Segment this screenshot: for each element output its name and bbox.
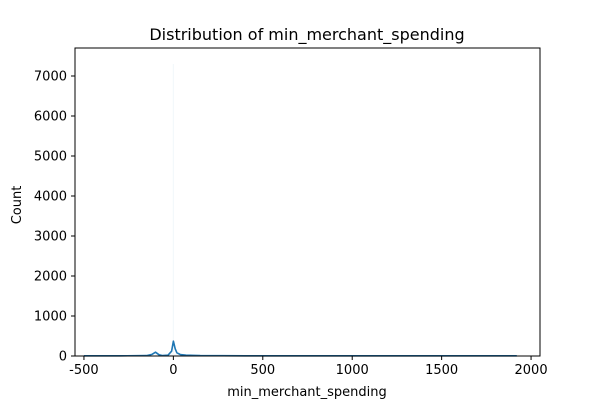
x-axis: -500 0 500 1000 1500 2000 [69, 356, 548, 378]
x-tick-label: 1500 [425, 363, 458, 378]
x-tick-label: 0 [169, 363, 177, 378]
axes-frame [74, 47, 541, 357]
x-axis-label: min_merchant_spending [227, 385, 387, 400]
y-tick-label: 6000 [34, 110, 67, 125]
x-tick-label: 2000 [515, 363, 548, 378]
histogram-bar [172, 64, 174, 356]
x-tick-label: 1000 [336, 363, 369, 378]
x-tick-label: 500 [250, 363, 275, 378]
y-axis-label: Count [10, 186, 25, 225]
y-tick-label: 4000 [34, 190, 67, 205]
y-tick-label: 3000 [34, 230, 67, 245]
x-tick-label: -500 [69, 363, 99, 378]
y-tick-label: 1000 [34, 310, 67, 325]
y-axis: 0 1000 2000 3000 4000 5000 6000 7000 [34, 70, 75, 365]
y-tick-label: 0 [59, 350, 67, 365]
y-tick-label: 7000 [34, 70, 67, 85]
y-tick-label: 2000 [34, 270, 67, 285]
plot-area [83, 64, 517, 357]
chart-title: Distribution of min_merchant_spending [149, 25, 464, 45]
kde-line [83, 340, 517, 357]
y-tick-label: 5000 [34, 150, 67, 165]
